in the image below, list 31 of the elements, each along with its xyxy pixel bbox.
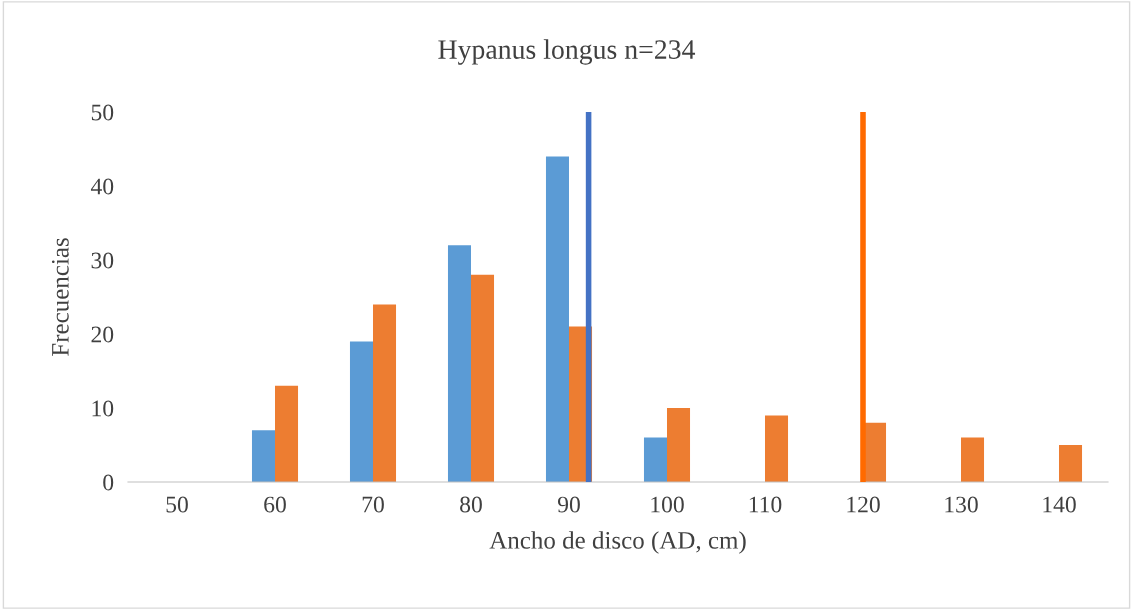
x-axis-title: Ancho de disco (AD, cm) bbox=[489, 531, 746, 554]
bar bbox=[1059, 445, 1083, 482]
bar bbox=[275, 385, 299, 482]
chart-title: Hypanus longus n=234 bbox=[438, 39, 696, 65]
bar bbox=[447, 245, 471, 482]
x-tick-label: 60 bbox=[264, 496, 286, 513]
x-tick-label: 50 bbox=[166, 496, 188, 513]
bar bbox=[373, 304, 397, 482]
x-tick-label: 80 bbox=[460, 496, 482, 513]
bar bbox=[667, 408, 691, 482]
x-tick-label: 90 bbox=[557, 496, 580, 513]
bar bbox=[545, 156, 569, 482]
bar bbox=[643, 437, 667, 482]
x-tick-label: 110 bbox=[749, 496, 782, 513]
y-tick-label: 0 bbox=[103, 474, 114, 491]
x-tick-label: 130 bbox=[945, 496, 978, 513]
x-tick-label: 100 bbox=[651, 496, 684, 513]
y-tick-label: 10 bbox=[92, 400, 114, 417]
x-tick-label: 120 bbox=[847, 496, 880, 513]
y-tick-label: 50 bbox=[91, 104, 114, 121]
y-tick-label: 20 bbox=[91, 326, 114, 343]
y-tick-label: 40 bbox=[90, 178, 114, 195]
bar bbox=[471, 274, 495, 482]
y-axis-title: Frecuencias bbox=[51, 238, 69, 356]
x-tick-label: 140 bbox=[1043, 496, 1076, 513]
y-tick-label: 30 bbox=[91, 252, 114, 269]
bar bbox=[765, 415, 789, 482]
bar bbox=[961, 437, 985, 482]
bar bbox=[349, 341, 373, 482]
x-tick-label: 70 bbox=[362, 496, 384, 513]
bar bbox=[251, 430, 275, 482]
